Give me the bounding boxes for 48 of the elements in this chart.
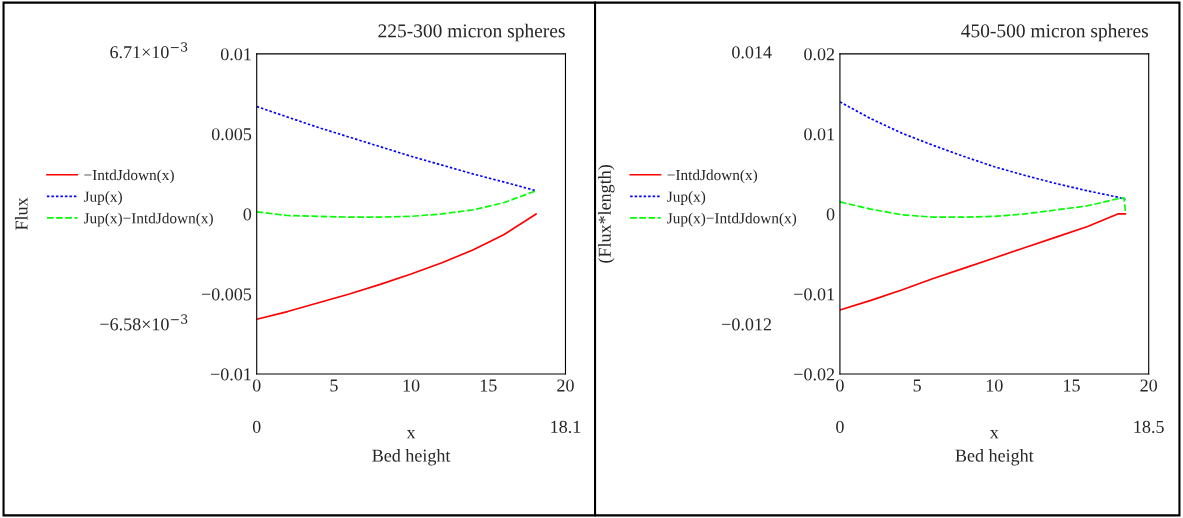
text: Bed height [372,449,451,466]
y-tick-label: 0.005 [211,128,252,141]
y-tick-label: −0.01 [794,288,834,301]
legend-label: −IntdJdown(x) [84,169,174,184]
legend-label: Jup(x)−IntdJdown(x) [667,212,797,227]
x-tick-label: 5 [913,379,921,392]
text: −0.012 [722,318,772,331]
line-series [256,213,537,321]
legend-label: −IntdJdown(x) [667,169,758,184]
line-series [256,189,537,218]
text: −6.58×10$^{−3}$ [100,314,188,331]
x-axis-title: x [406,430,416,439]
text: 6.71×10$^{−3}$ [110,42,188,59]
y-tick-label: −0.02 [794,368,835,381]
line-series [839,101,1127,201]
text: Bed height [955,449,1034,466]
line-series [839,213,1127,311]
text: 18.5 [1134,420,1164,434]
x-tick-label: 20 [1140,379,1158,392]
x-tick-label: 10 [403,379,420,392]
y-tick-label: 0 [826,208,835,221]
text: 0 [836,420,844,433]
line-series [256,105,537,192]
y-axis-title: Flux [14,197,28,230]
x-tick-label: 0 [836,379,844,392]
text: 0.014 [732,46,772,59]
x-tick-label: 0 [252,379,261,392]
legend-label: Jup(x) [83,191,122,205]
text: 0 [252,420,261,433]
y-tick-label: −0.01 [210,368,251,381]
chart-title: 225-300 micron spheres [378,23,565,42]
legend-label: Jup(x) [667,191,706,205]
x-axis-title: x [989,430,999,439]
line-series [839,197,1127,218]
text: 18.1 [551,420,581,434]
x-tick-label: 20 [557,379,574,392]
y-tick-label: 0.01 [804,128,834,141]
y-tick-label: −0.005 [201,288,252,301]
x-tick-label: 15 [1064,379,1080,392]
y-tick-label: 0.02 [804,48,835,61]
y-axis-title: (Flux*length) [598,165,615,263]
y-tick-label: 0.01 [220,48,251,61]
x-tick-label: 15 [480,379,497,392]
legend-label: Jup(x)−IntdJdown(x) [83,212,213,227]
x-tick-label: 5 [330,379,338,392]
y-tick-label: 0 [243,208,252,221]
chart-title: 450-500 micron spheres [961,23,1148,42]
x-tick-label: 10 [986,379,1003,392]
